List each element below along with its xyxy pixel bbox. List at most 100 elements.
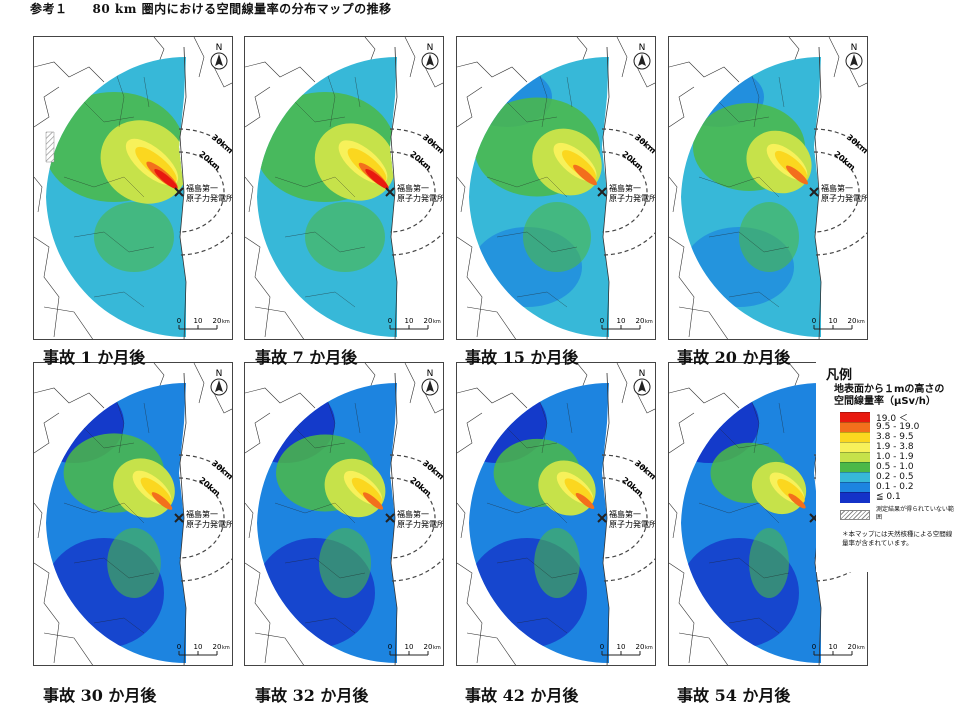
plant-label: 福島第一 — [397, 183, 429, 193]
ring-20km-label: 20km — [197, 149, 222, 172]
legend-label: ≦ 0.1 — [876, 492, 901, 502]
svg-text:20: 20 — [636, 317, 645, 325]
svg-text:20: 20 — [213, 317, 222, 325]
svg-text:0: 0 — [177, 317, 181, 325]
plant-label: 福島第一 — [397, 509, 429, 519]
north-arrow-icon: N — [633, 43, 651, 70]
svg-text:0: 0 — [177, 643, 181, 651]
legend-label: 1.9 - 3.8 — [876, 442, 914, 452]
months-value: 20 — [714, 348, 737, 367]
panel-caption: 事故 1 か月後 — [43, 348, 146, 367]
legend-label: 0.5 - 1.0 — [876, 462, 914, 472]
ring-30km-label: 30km — [210, 133, 233, 156]
plant-marker-icon — [597, 513, 607, 523]
plant-label: 福島第一 — [186, 509, 218, 519]
svg-text:N: N — [427, 43, 434, 53]
svg-text:10: 10 — [405, 643, 414, 651]
svg-text:20: 20 — [424, 317, 433, 325]
map-panel-1-months: 30km 20km 福島第一 原子力発電所 N 0 10 20 km — [33, 36, 233, 340]
svg-text:20: 20 — [424, 643, 433, 651]
plant-label-2: 原子力発電所 — [397, 519, 444, 529]
legend-no-data-label: 測定結果が得られていない範囲 — [876, 506, 954, 521]
plant-marker-icon — [174, 187, 184, 197]
plant-label-2: 原子力発電所 — [609, 193, 656, 203]
legend-title: 凡例 — [826, 368, 853, 383]
legend-swatch — [840, 441, 870, 453]
map-panel-15-months: 30km 20km 福島第一 原子力発電所 N 0 10 20 km — [456, 36, 656, 340]
legend-item: 0.2 - 0.5 — [840, 471, 914, 483]
municipal-boundaries — [34, 37, 232, 339]
svg-text:10: 10 — [829, 643, 838, 651]
panel-caption: 事故 20 か月後 — [677, 348, 791, 367]
svg-text:10: 10 — [194, 643, 203, 651]
legend-item: 19.0 ＜ — [840, 411, 908, 424]
plant-label: 福島第一 — [609, 183, 641, 193]
months-value: 15 — [502, 348, 525, 367]
svg-text:km: km — [433, 645, 441, 651]
svg-text:km: km — [222, 319, 230, 325]
plant-marker-icon — [597, 187, 607, 197]
north-arrow-icon: N — [633, 369, 651, 396]
scale-bar: 0 10 20 km — [177, 317, 230, 330]
legend-item: 1.0 - 1.9 — [840, 451, 914, 463]
page-title: 参考１ 80 km 圏内における空間線量率の分布マップの推移 — [30, 2, 392, 16]
svg-text:0: 0 — [388, 317, 392, 325]
months-value: 32 — [292, 686, 315, 705]
plant-marker-icon — [385, 187, 395, 197]
plant-label-2: 原子力発電所 — [186, 193, 233, 203]
plant-label-2: 原子力発電所 — [397, 193, 444, 203]
map-panel-7-months: 30km 20km 福島第一 原子力発電所 N 0 10 20 km — [244, 36, 444, 340]
legend-label: 19.0 ＜ — [876, 413, 908, 424]
municipal-boundaries — [245, 363, 443, 665]
svg-text:20: 20 — [848, 317, 857, 325]
map-panel-32-months: 30km 20km 福島第一 原子力発電所 N 0 10 20 km — [244, 362, 444, 666]
svg-text:20: 20 — [213, 643, 222, 651]
legend-item: 0.1 - 0.2 — [840, 481, 914, 493]
legend-label: 0.1 - 0.2 — [876, 482, 914, 492]
ring-20km-label: 20km — [620, 475, 645, 498]
legend-item: 9.5 - 19.0 — [840, 421, 919, 433]
svg-text:10: 10 — [829, 317, 838, 325]
legend-swatch — [840, 481, 870, 493]
plant-label-2: 原子力発電所 — [821, 193, 868, 203]
scale-bar: 0 10 20 km — [388, 643, 441, 656]
distance-rings — [601, 128, 655, 256]
legend-label: 1.0 - 1.9 — [876, 452, 914, 462]
legend-swatch — [840, 471, 870, 483]
distance-rings — [389, 128, 443, 256]
municipal-boundaries — [457, 37, 655, 339]
ring-20km-label: 20km — [408, 475, 433, 498]
ring-20km-label: 20km — [408, 149, 433, 172]
panel-caption: 事故 42 か月後 — [465, 686, 579, 705]
months-value: 7 — [292, 348, 304, 367]
plant-label: 福島第一 — [609, 509, 641, 519]
map-panel-20-months: 30km 20km 福島第一 原子力発電所 N 0 10 20 km — [668, 36, 868, 340]
legend-item: ≦ 0.1 — [840, 491, 901, 503]
scale-bar: 0 10 20 km — [812, 317, 865, 330]
svg-text:km: km — [857, 319, 865, 325]
municipal-boundaries — [34, 363, 232, 665]
ring-30km-label: 30km — [421, 133, 444, 156]
svg-text:N: N — [639, 43, 646, 53]
legend-label: 0.2 - 0.5 — [876, 472, 914, 482]
north-arrow-icon: N — [421, 43, 439, 70]
ring-30km-label: 30km — [845, 133, 868, 156]
north-arrow-icon: N — [210, 369, 228, 396]
ring-30km-label: 30km — [633, 133, 656, 156]
svg-text:N: N — [427, 369, 434, 379]
panel-caption: 事故 30 か月後 — [43, 686, 157, 705]
distance-rings — [178, 454, 232, 582]
distance-rings — [178, 128, 232, 256]
legend-subtitle-line1: 地表面から１mの高さの — [834, 384, 945, 395]
svg-text:km: km — [433, 319, 441, 325]
svg-text:0: 0 — [600, 643, 604, 651]
municipal-boundaries — [245, 37, 443, 339]
scale-bar: 0 10 20 km — [812, 643, 865, 656]
scale-bar: 0 10 20 km — [177, 643, 230, 656]
north-arrow-icon: N — [210, 43, 228, 70]
plant-label: 福島第一 — [821, 183, 853, 193]
